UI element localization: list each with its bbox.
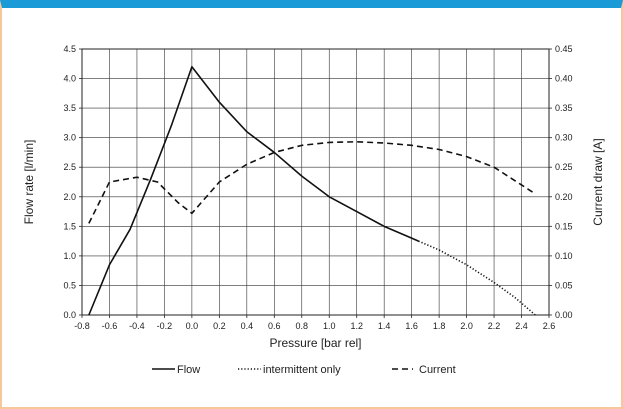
x-tick-label: 0.4 (241, 321, 254, 331)
x-tick-label: 1.4 (378, 321, 391, 331)
y-right-tick-label: 0.40 (555, 74, 573, 84)
x-tick-label: -0.2 (157, 321, 173, 331)
x-tick-label: -0.8 (74, 321, 90, 331)
y-right-tick-label: 0.25 (555, 162, 573, 172)
y-right-tick-label: 0.00 (555, 310, 573, 320)
x-axis-ticks: -0.8 -0.6 -0.4 -0.2 0.0 0.2 0.4 0.6 0.8 1.0 1.2 1.4… (74, 315, 555, 331)
legend-label-current: Current (419, 364, 456, 376)
x-tick-label: 1.2 (350, 321, 363, 331)
y-left-tick-label: 4.0 (63, 74, 76, 84)
x-tick-label: 2.4 (515, 321, 528, 331)
y-right-tick-label: 0.20 (555, 192, 573, 202)
series-line-current (88, 141, 536, 224)
y-axis-left-label: Flow rate [l/min] (22, 140, 36, 225)
y-right-tick-label: 0.45 (555, 44, 573, 54)
y-left-tick-label: 1.5 (63, 221, 76, 231)
y-axis-right-label: Current draw [A] (591, 138, 605, 225)
y-left-tick-label: 2.5 (63, 162, 76, 172)
y-right-tick-label: 0.30 (555, 133, 573, 143)
y-right-tick-label: 0.35 (555, 103, 573, 113)
y-axis-right-ticks: 0.00 0.05 0.10 0.15 0.20 0.25 0.30 0.35 0.40 0.45 (549, 44, 573, 320)
legend-label-intermittent: intermittent only (263, 364, 341, 376)
y-left-tick-label: 0.5 (63, 280, 76, 290)
y-left-tick-label: 1.0 (63, 251, 76, 261)
y-left-tick-label: 0.0 (63, 310, 76, 320)
legend: Flow intermittent only Current (152, 364, 456, 376)
x-tick-label: -0.6 (102, 321, 118, 331)
y-right-tick-label: 0.10 (555, 251, 573, 261)
series-line-flow (88, 65, 419, 316)
x-tick-label: 0.6 (268, 321, 281, 331)
legend-label-flow: Flow (177, 364, 200, 376)
series-layer (88, 65, 536, 316)
x-tick-label: 0.2 (213, 321, 226, 331)
x-tick-label: 1.6 (405, 321, 418, 331)
y-left-tick-label: 3.5 (63, 103, 76, 113)
series-line-intermittent (418, 240, 536, 316)
y-right-tick-label: 0.15 (555, 221, 573, 231)
y-axis-left-ticks: 0.0 0.5 1.0 1.5 2.0 2.5 3.0 3.5 4.0 4.5 (63, 44, 82, 320)
x-tick-label: 0.8 (296, 321, 309, 331)
x-tick-label: -0.4 (129, 321, 145, 331)
x-axis-label: Pressure [bar rel] (269, 336, 361, 350)
x-tick-label: 2.6 (543, 321, 556, 331)
grid (81, 48, 550, 316)
y-left-tick-label: 3.0 (63, 133, 76, 143)
y-right-tick-label: 0.05 (555, 280, 573, 290)
plot-border (81, 48, 550, 316)
x-tick-label: 2.2 (488, 321, 501, 331)
y-left-tick-label: 2.0 (63, 192, 76, 202)
x-tick-label: 0.0 (186, 321, 199, 331)
x-tick-label: 2.0 (460, 321, 473, 331)
x-tick-label: 1.0 (323, 321, 336, 331)
x-tick-label: 1.8 (433, 321, 446, 331)
y-left-tick-label: 4.5 (63, 44, 76, 54)
